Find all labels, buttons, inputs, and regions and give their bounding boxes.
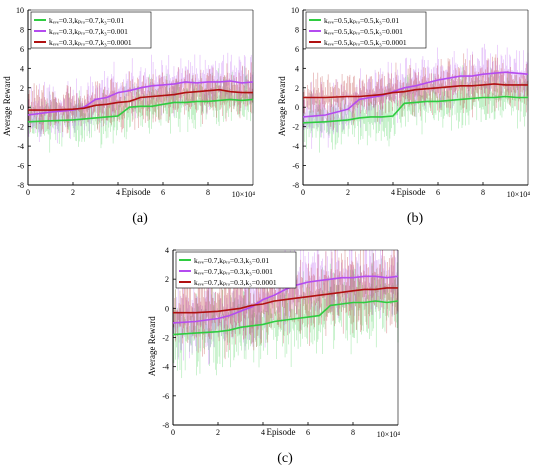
series-line-2 [302,71,529,118]
legend-entry: kₑᵥₑ=0.3,kₚᵣₒ=0.7,k₃=0.01 [49,16,124,25]
legend-entry: kₑᵥₑ=0.7,kₚᵣₒ=0.3,k₃=0.0001 [194,278,277,287]
x-multiplier-label: 10×10⁴ [232,190,256,199]
x-tick-label: 8 [351,428,355,437]
y-tick-label: -4 [17,142,24,151]
series-line-3 [173,287,398,314]
y-tick-label: 0 [165,304,169,313]
x-tick-label: 6 [436,188,440,197]
x-tick-label: 4 [116,188,120,197]
legend-box [305,11,427,49]
x-axis-label: Episode [122,187,151,197]
y-tick-label: 10 [291,6,299,15]
x-axis-label: Episode [397,187,426,197]
legend: kₑᵥₑ=0.5,kₚᵣₒ=0.5,k₃=0.01 kₑᵥₑ=0.5,kₚᵣₒ=0… [305,11,427,49]
x-tick-label: 2 [346,188,350,197]
y-tick-label: -6 [162,392,169,401]
x-tick-label: 2 [216,428,220,437]
legend: kₑᵥₑ=0.7,kₚᵣₒ=0.3,k₃=0.01 kₑᵥₑ=0.7,kₚᵣₒ=0… [175,251,297,289]
series-noise-3 [27,62,254,134]
y-tick-label: 4 [20,64,24,73]
y-tick-label: -2 [17,123,24,132]
series-line-1 [302,95,528,124]
y-tick-label: -6 [292,162,299,171]
y-tick-label: -2 [292,123,299,132]
x-tick-label: 8 [481,188,485,197]
x-tick-label: 8 [206,188,210,197]
series-line-3 [303,83,528,99]
y-tick-label: -8 [17,181,24,190]
panel-label-a: (a) [132,211,148,226]
x-tick-label: 0 [171,428,175,437]
y-tick-label: 0 [20,103,24,112]
legend: kₑᵥₑ=0.3,kₚᵣₒ=0.7,k₃=0.01 kₑᵥₑ=0.3,kₚᵣₒ=0… [30,11,152,49]
series-line-1 [27,98,254,123]
y-tick-label: -8 [162,421,169,430]
x-tick-label: 4 [391,188,395,197]
legend-entry: kₑᵥₑ=0.3,kₚᵣₒ=0.7,k₃=0.0001 [49,38,132,47]
y-tick-label: 8 [20,25,24,34]
series-noise-3 [302,53,529,130]
y-axis-label: Average Reward [2,76,12,137]
series-noise-2 [27,52,254,144]
y-tick-label: 2 [20,84,24,93]
series-line-3 [28,88,253,111]
legend-entry: kₑᵥₑ=0.5,kₚᵣₒ=0.5,k₃=0.01 [324,16,399,25]
series-line-2 [27,80,254,116]
legend-entry: kₑᵥₑ=0.5,kₚᵣₒ=0.5,k₃=0.001 [324,27,403,36]
x-tick-label: 6 [161,188,165,197]
x-axis-label: Episode [267,427,296,437]
panel-label-b: (b) [407,211,424,226]
legend-entry: kₑᵥₑ=0.3,kₚᵣₒ=0.7,k₃=0.001 [49,27,128,36]
chart-panel-3: -8 -6 -4 -2 0 2 4 0 2 4 6 8 10×10⁴ Episode Average Rew… [147,246,400,439]
x-tick-label: 6 [306,428,310,437]
y-tick-label: 4 [165,246,169,255]
legend-box [175,251,297,289]
x-multiplier-label: 10×10⁴ [507,190,531,199]
y-tick-label: 4 [295,64,299,73]
y-tick-label: -2 [162,334,169,343]
series-line-2 [172,275,399,324]
y-tick-label: -6 [17,162,24,171]
y-tick-label: 6 [20,45,24,54]
y-axis-label: Average Reward [277,76,287,137]
x-multiplier-label: 10×10⁴ [377,430,401,439]
y-tick-label: -4 [162,363,169,372]
y-tick-label: 8 [295,25,299,34]
x-tick-label: 0 [301,188,305,197]
chart-panel-2: -8 -6 -4 -2 0 2 4 6 8 10 0 2 4 6 8 10×10⁴ Episode Average… [277,6,530,199]
y-tick-label: -8 [292,181,299,190]
y-axis-label: Average Reward [147,316,157,377]
y-tick-label: 0 [295,103,299,112]
legend-entry: kₑᵥₑ=0.7,kₚᵣₒ=0.3,k₃=0.001 [194,267,273,276]
series-line-1 [172,300,399,336]
chart-panel-1: -8 -6 -4 -2 0 2 4 6 8 10 0 2 4 6 8 10×10⁴ Episode Average… [2,6,255,199]
legend-entry: kₑᵥₑ=0.5,kₚᵣₒ=0.5,k₃=0.0001 [324,38,407,47]
legend-box [30,11,152,49]
x-tick-label: 0 [26,188,30,197]
x-tick-label: 2 [71,188,75,197]
y-tick-label: 2 [165,275,169,284]
y-tick-label: -4 [292,142,299,151]
y-tick-label: 6 [295,45,299,54]
y-tick-label: 10 [16,6,24,15]
x-tick-label: 4 [261,428,265,437]
panel-label-c: (c) [277,451,293,466]
legend-entry: kₑᵥₑ=0.7,kₚᵣₒ=0.3,k₃=0.01 [194,256,269,265]
y-tick-label: 2 [295,84,299,93]
